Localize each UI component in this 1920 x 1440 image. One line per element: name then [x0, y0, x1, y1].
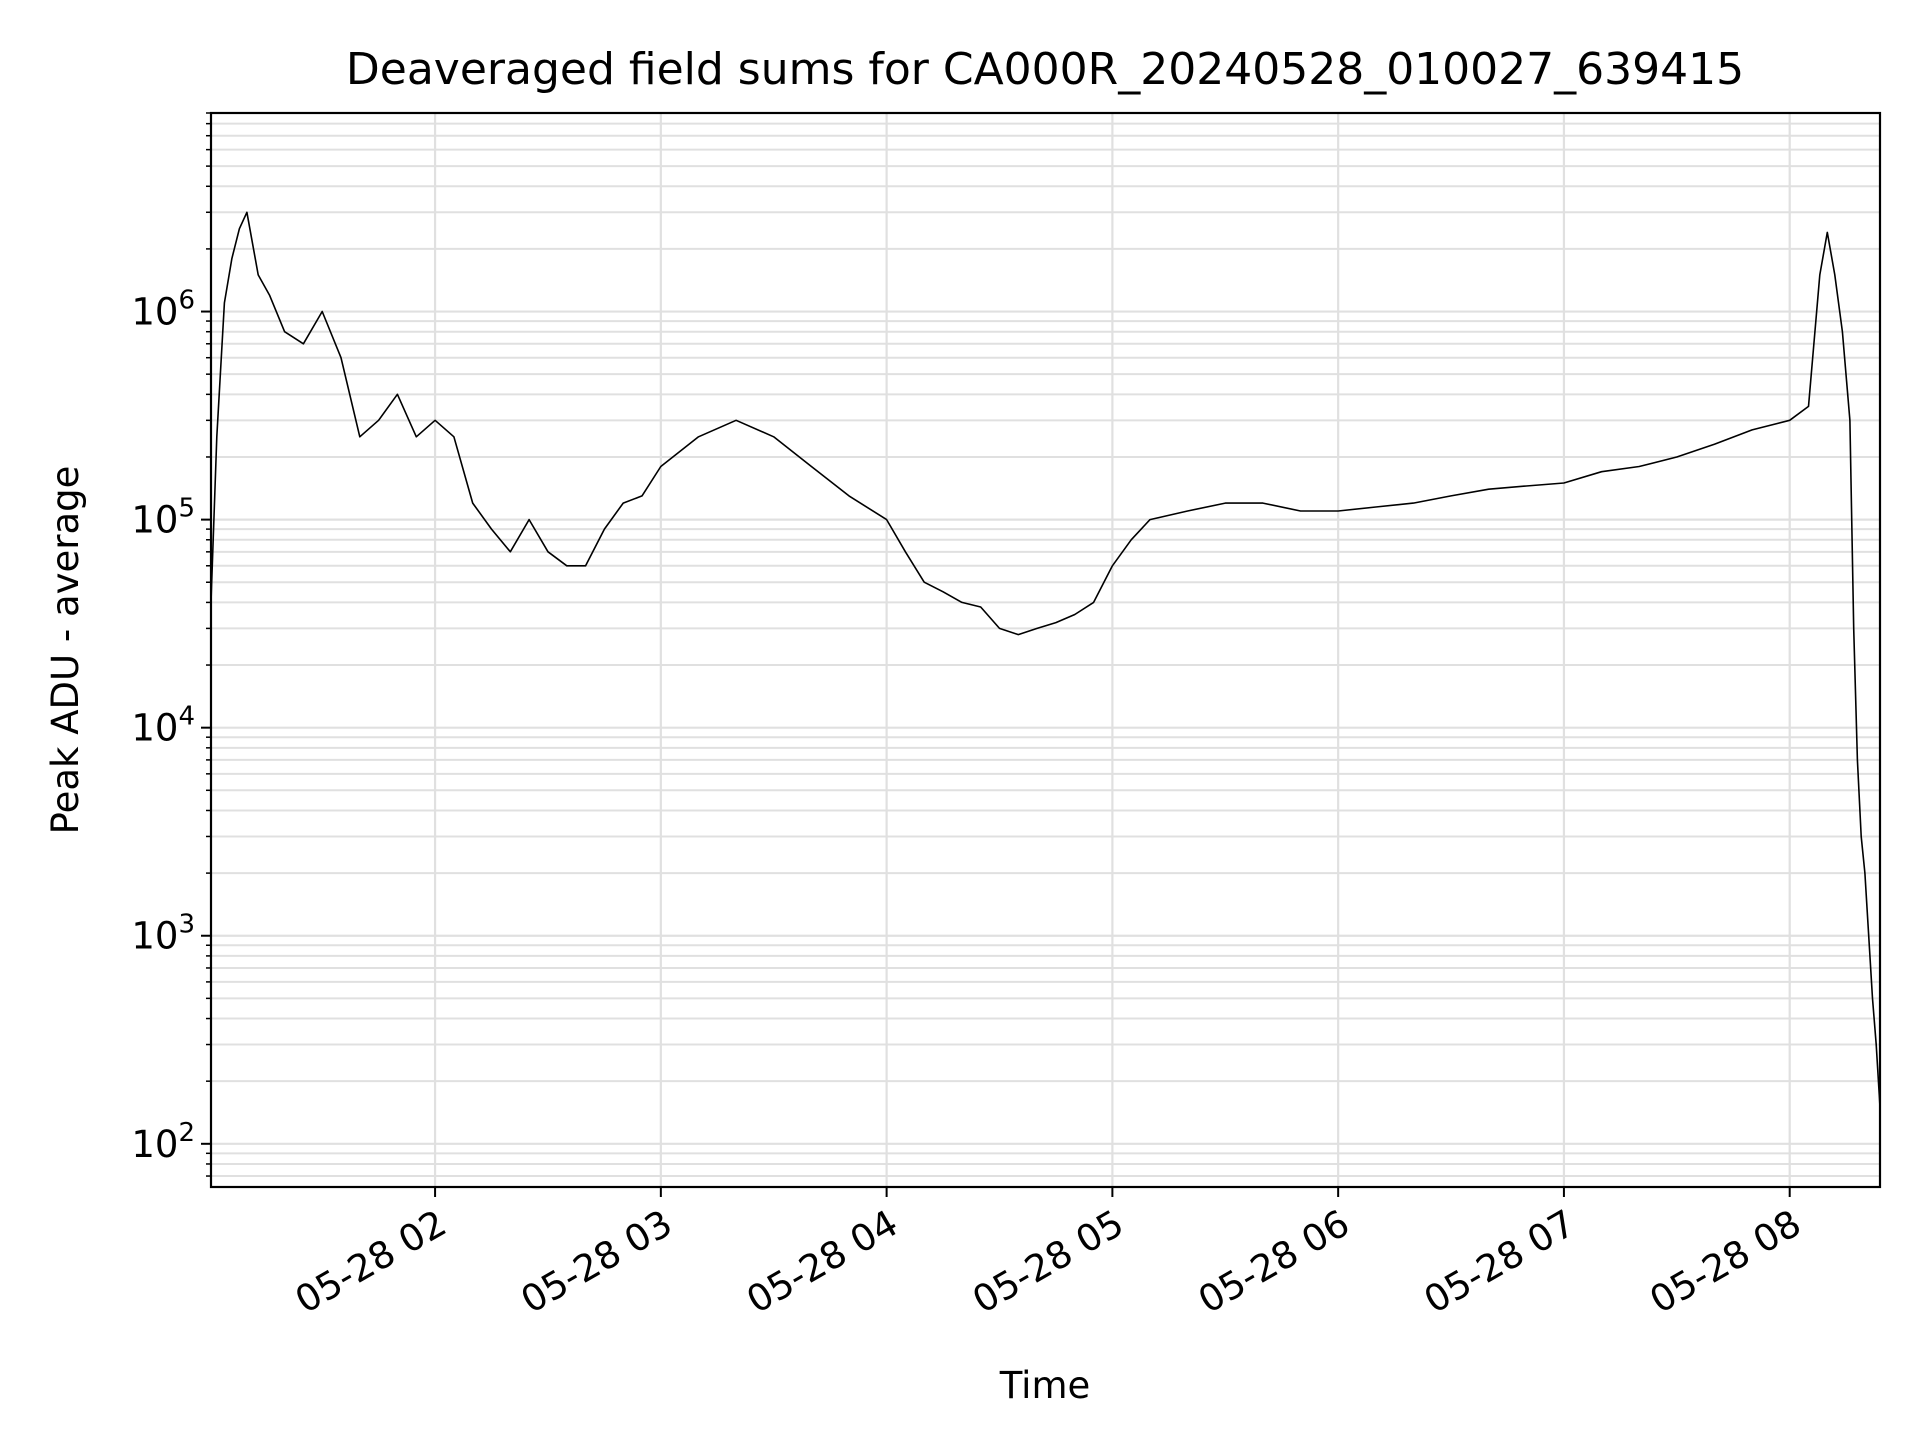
x-axis-label: Time — [999, 1364, 1091, 1407]
series-line-group — [210, 211, 1881, 1108]
y-tick-label: 103 — [131, 910, 195, 958]
major-gridlines — [211, 113, 1880, 1187]
plot-frame — [209, 111, 1882, 1189]
y-tick-label: 104 — [131, 702, 195, 750]
minor-gridlines — [211, 112, 1880, 1178]
y-tick-label: 102 — [131, 1118, 195, 1166]
chart-title: Deaveraged field sums for CA000R_2024052… — [346, 44, 1744, 95]
series-line — [210, 211, 1881, 1108]
y-tick-label: 105 — [131, 494, 195, 542]
y-tick-label: 106 — [131, 286, 195, 334]
y-axis-label: Peak ADU - average — [44, 466, 87, 835]
